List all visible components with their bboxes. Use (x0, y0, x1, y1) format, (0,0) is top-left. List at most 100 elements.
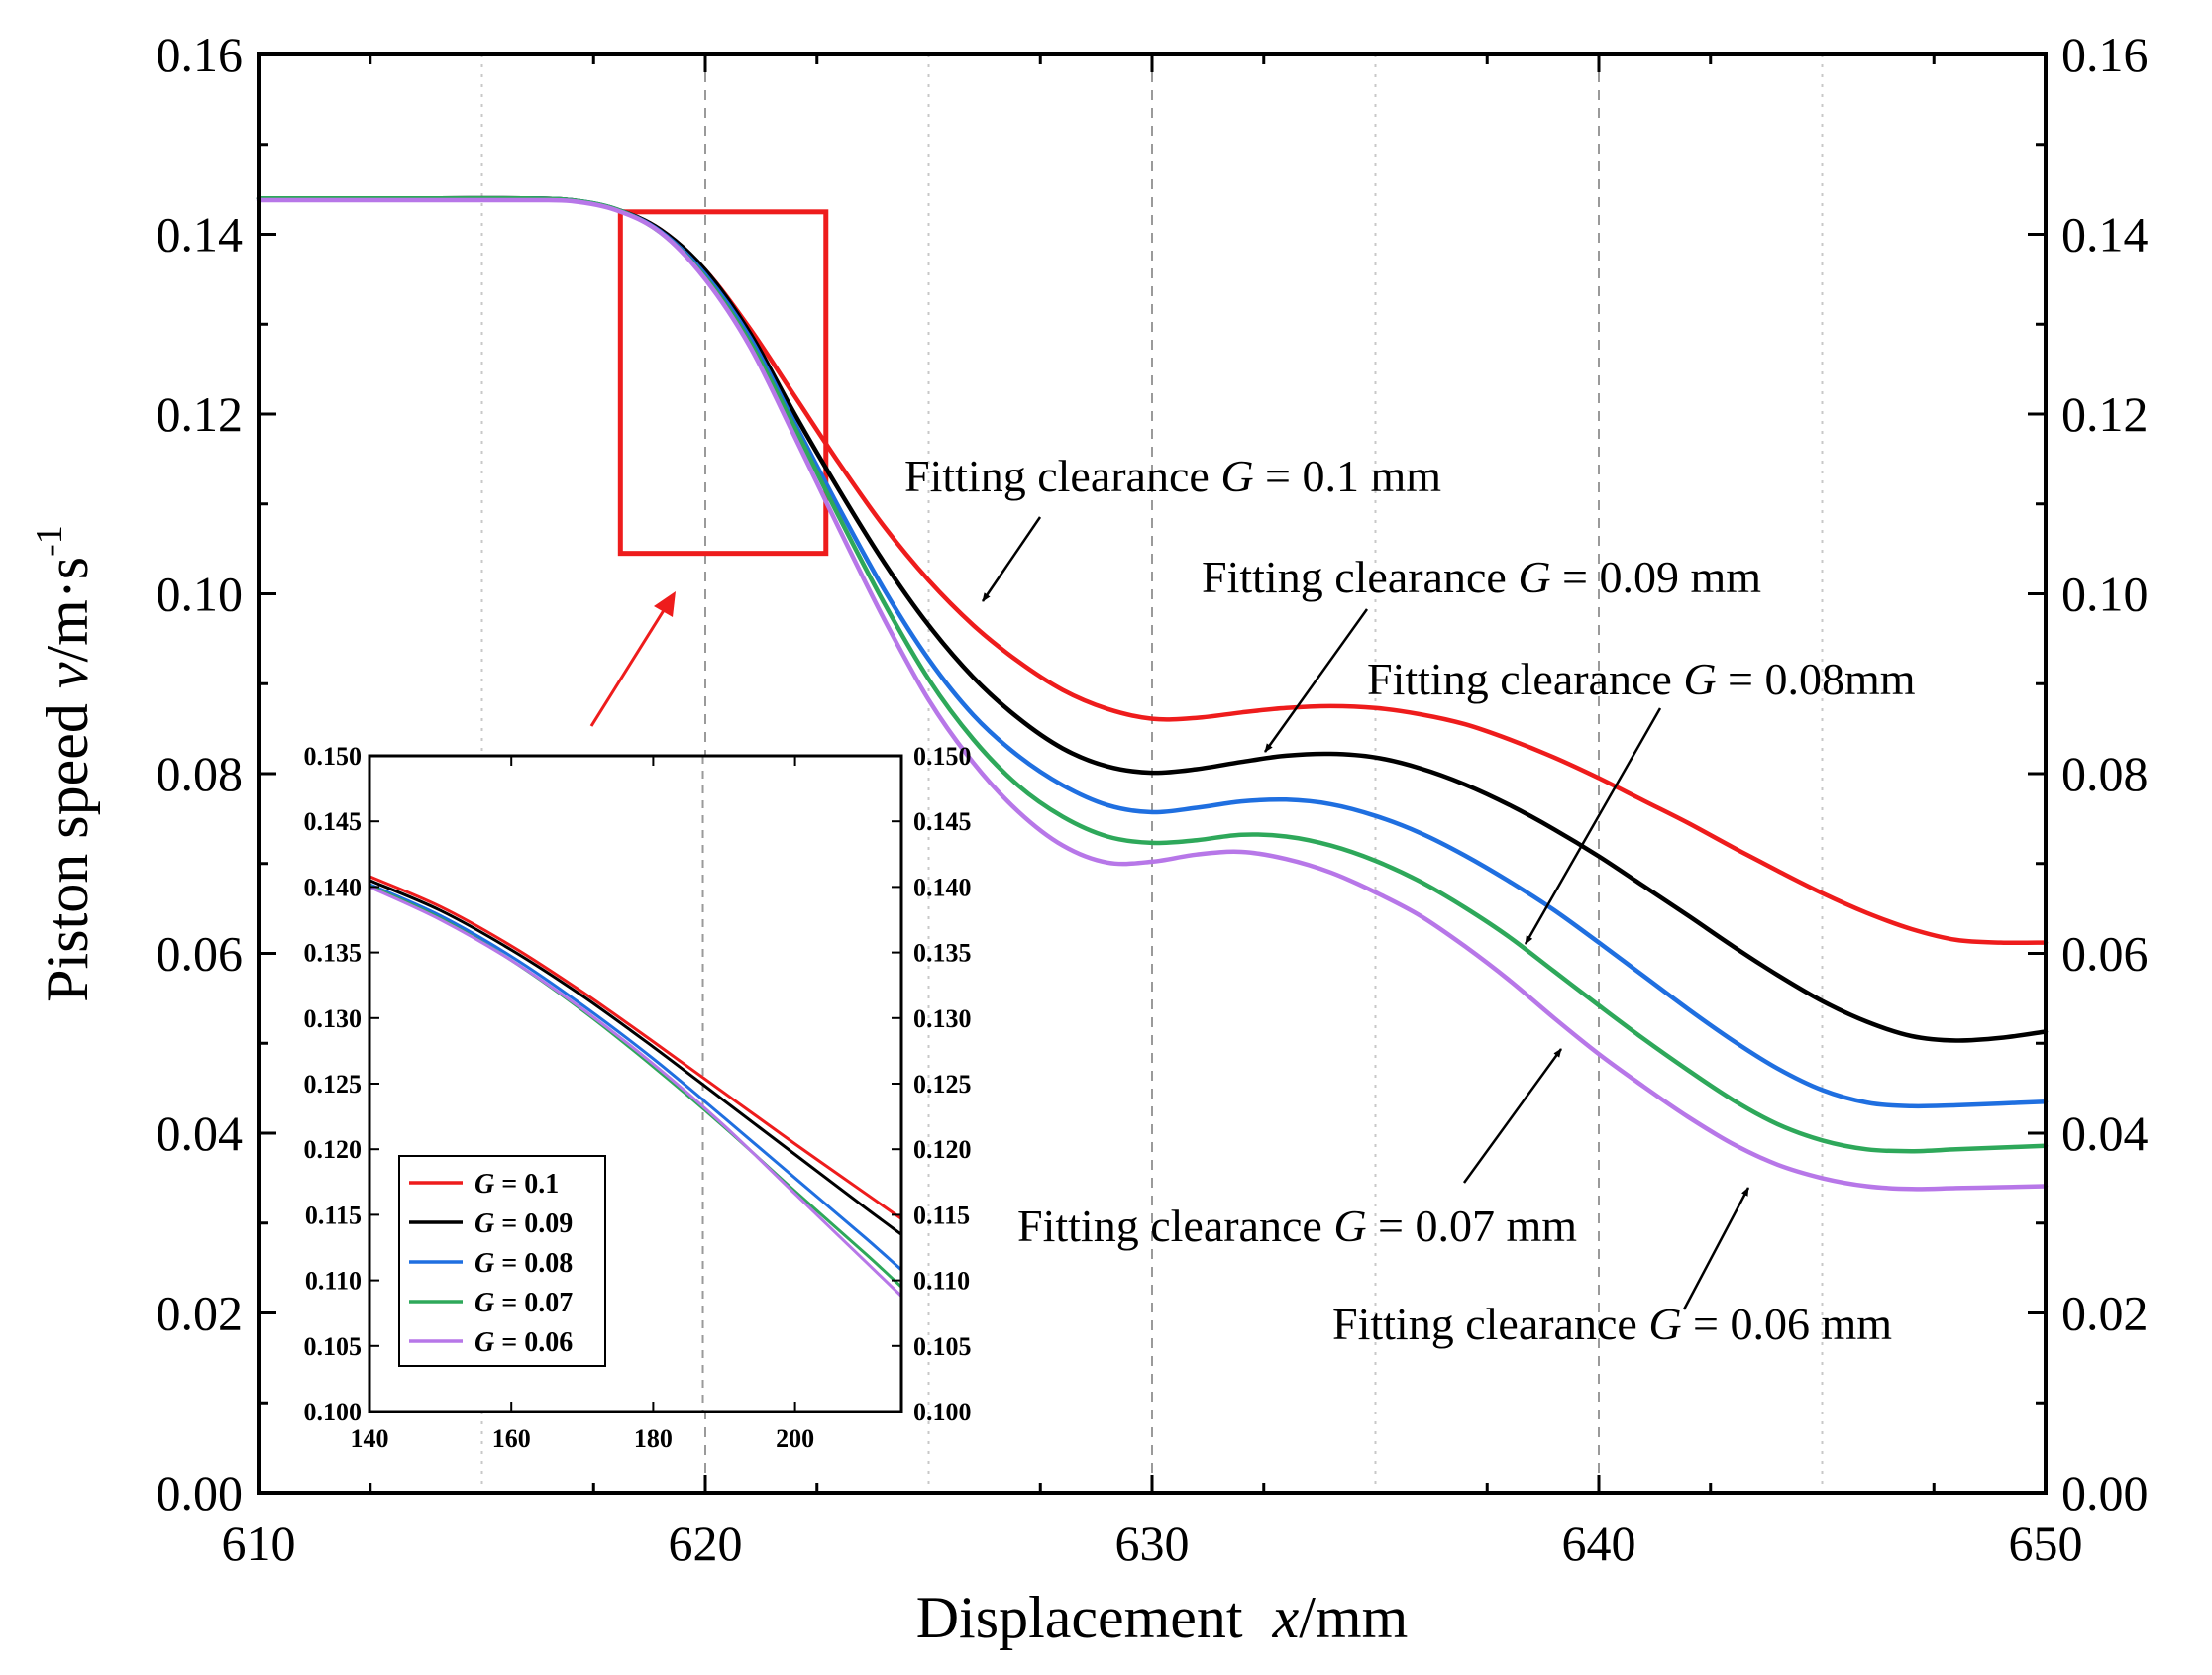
inset-legend-value: = 0.09 (494, 1208, 573, 1239)
inset-y-tick-label-right-0: 0.100 (913, 1398, 972, 1426)
annotation-prefix: Fitting clearance (1332, 1299, 1648, 1349)
annotation-prefix: Fitting clearance (1017, 1201, 1333, 1251)
inset-x-tick-label-180: 180 (634, 1424, 673, 1453)
y-axis-title-prefix: Piston speed (35, 688, 100, 1002)
inset-y-tick-label-right-6: 0.130 (913, 1004, 972, 1033)
inset-x-tick-label-200: 200 (776, 1424, 814, 1453)
inset-y-tick-label-left-5: 0.125 (304, 1070, 363, 1099)
annotation-arrow-g-0-06 (1682, 1187, 1750, 1310)
inset-y-tick-label-right-2: 0.110 (913, 1267, 970, 1296)
annotation-suffix: = 0.09 mm (1551, 552, 1762, 602)
inset-legend-var: G (474, 1208, 494, 1239)
inset-y-tick-label-left-8: 0.140 (304, 873, 363, 901)
x-tick-label-630: 630 (1115, 1516, 1190, 1571)
annotation-suffix: = 0.1 mm (1254, 451, 1442, 501)
inset-y-tick-label-right-8: 0.140 (913, 873, 972, 901)
y-tick-label-left-5: 0.10 (157, 567, 244, 622)
inset-legend-label-g-0-07: G = 0.07 (474, 1288, 573, 1318)
inset-legend-label-g-0-08: G = 0.08 (474, 1248, 573, 1279)
zoom-arrow-head (654, 591, 676, 617)
inset-legend-label-g-0-06: G = 0.06 (474, 1327, 573, 1358)
inset-y-tick-label-left-2: 0.110 (305, 1267, 362, 1296)
inset-legend-value: = 0.08 (494, 1248, 573, 1279)
inset-y-tick-label-left-10: 0.150 (304, 742, 363, 771)
x-axis-title-unit: /mm (1299, 1585, 1408, 1650)
inset-series-line-g-0-1 (369, 875, 902, 1220)
x-tick-label-620: 620 (669, 1516, 743, 1571)
x-axis-title-var: x (1272, 1585, 1300, 1650)
y-tick-label-left-8: 0.16 (157, 27, 244, 82)
y-axis-title-unit: /m·s (35, 557, 100, 663)
zoom-arrow-shaft (589, 606, 668, 727)
y-tick-label-right-1: 0.02 (2061, 1286, 2149, 1341)
y-tick-label-right-7: 0.14 (2061, 207, 2149, 262)
y-tick-label-right-0: 0.00 (2061, 1465, 2149, 1520)
y-axis-title: Piston speed v/m·s-1 (29, 525, 100, 1002)
annotation-suffix: = 0.07 mm (1367, 1201, 1578, 1251)
annotation-var: G (1333, 1201, 1366, 1251)
inset-y-tick-label-right-7: 0.135 (913, 939, 972, 968)
annotation-prefix: Fitting clearance (1202, 552, 1518, 602)
inset-series-line-g-0-09 (369, 879, 902, 1236)
y-tick-label-left-7: 0.14 (157, 207, 244, 262)
inset-y-tick-label-right-3: 0.115 (913, 1201, 970, 1229)
inset-legend-label-g-0-09: G = 0.09 (474, 1208, 573, 1239)
inset-y-tick-label-left-4: 0.120 (304, 1135, 363, 1164)
annotation-var: G (1683, 654, 1716, 704)
inset-y-tick-label-right-4: 0.120 (913, 1135, 972, 1164)
main-series-group (256, 195, 2049, 1192)
annotation-arrow-g-0-08 (1524, 707, 1662, 945)
annotation-var: G (1648, 1299, 1681, 1349)
inset-legend-label-g-0-1: G = 0.1 (474, 1169, 559, 1200)
inset-series-line-g-0-08 (369, 883, 902, 1272)
y-tick-label-right-8: 0.16 (2061, 27, 2149, 82)
inset-x-tick-label-160: 160 (492, 1424, 531, 1453)
annotation-suffix: = 0.08mm (1717, 654, 1916, 704)
main-series-line-g-0-06 (256, 197, 2049, 1192)
inset-y-tick-label-right-1: 0.105 (913, 1332, 972, 1361)
zoom-box (617, 209, 829, 557)
inset-legend-value: = 0.1 (494, 1169, 559, 1200)
y-tick-label-right-4: 0.08 (2061, 746, 2149, 801)
annotation-label-g-0-06: Fitting clearance G = 0.06 mm (1332, 1299, 1892, 1349)
inset-y-tick-label-right-9: 0.145 (913, 807, 972, 836)
annotation-arrow-g-0-09 (1263, 608, 1369, 753)
main-zoom-box-group (589, 209, 829, 727)
x-axis-title: Displacement x/mm (916, 1585, 1409, 1650)
x-axis-title-prefix: Displacement (916, 1585, 1273, 1650)
y-tick-label-right-6: 0.12 (2061, 386, 2149, 442)
y-tick-label-left-0: 0.00 (157, 1465, 244, 1520)
y-tick-label-right-3: 0.06 (2061, 926, 2149, 982)
inset-legend-value: = 0.07 (494, 1288, 573, 1318)
annotation-var: G (1220, 451, 1253, 501)
x-tick-label-610: 610 (222, 1516, 296, 1571)
inset-chart: 140 160 180 200 0.100 0.100 0.105 0.105 0.110 0.1… (304, 742, 972, 1453)
inset-legend-var: G (474, 1248, 494, 1279)
annotation-prefix: Fitting clearance (904, 451, 1220, 501)
inset-legend-var: G (474, 1327, 494, 1358)
y-tick-label-left-1: 0.02 (157, 1286, 244, 1341)
inset-y-tick-label-left-7: 0.135 (304, 939, 363, 968)
annotation-label-g-0-1: Fitting clearance G = 0.1 mm (904, 451, 1441, 501)
inset-legend-value: = 0.06 (494, 1327, 573, 1358)
y-axis-title-exponent: -1 (29, 525, 70, 557)
y-tick-label-left-4: 0.08 (157, 746, 244, 801)
inset-y-tick-label-left-1: 0.105 (304, 1332, 363, 1361)
y-tick-label-right-2: 0.04 (2061, 1105, 2149, 1161)
y-axis-title-var: v (35, 662, 100, 688)
y-tick-label-right-5: 0.10 (2061, 567, 2149, 622)
inset-legend-var: G (474, 1169, 494, 1200)
annotation-var: G (1518, 552, 1550, 602)
y-tick-label-left-3: 0.06 (157, 926, 244, 982)
annotation-label-g-0-07: Fitting clearance G = 0.07 mm (1017, 1201, 1577, 1251)
inset-y-tick-label-left-3: 0.115 (305, 1201, 362, 1229)
inset-y-tick-label-left-0: 0.100 (304, 1398, 363, 1426)
inset-y-tick-label-right-5: 0.125 (913, 1070, 972, 1099)
annotation-suffix: = 0.06 mm (1682, 1299, 1893, 1349)
x-tick-label-650: 650 (2009, 1516, 2083, 1571)
inset-y-tick-label-left-6: 0.130 (304, 1004, 363, 1033)
annotation-arrow-g-0-07 (1462, 1048, 1563, 1184)
